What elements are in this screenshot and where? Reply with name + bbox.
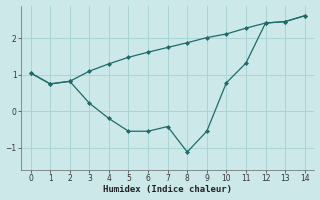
X-axis label: Humidex (Indice chaleur): Humidex (Indice chaleur) [103,185,232,194]
